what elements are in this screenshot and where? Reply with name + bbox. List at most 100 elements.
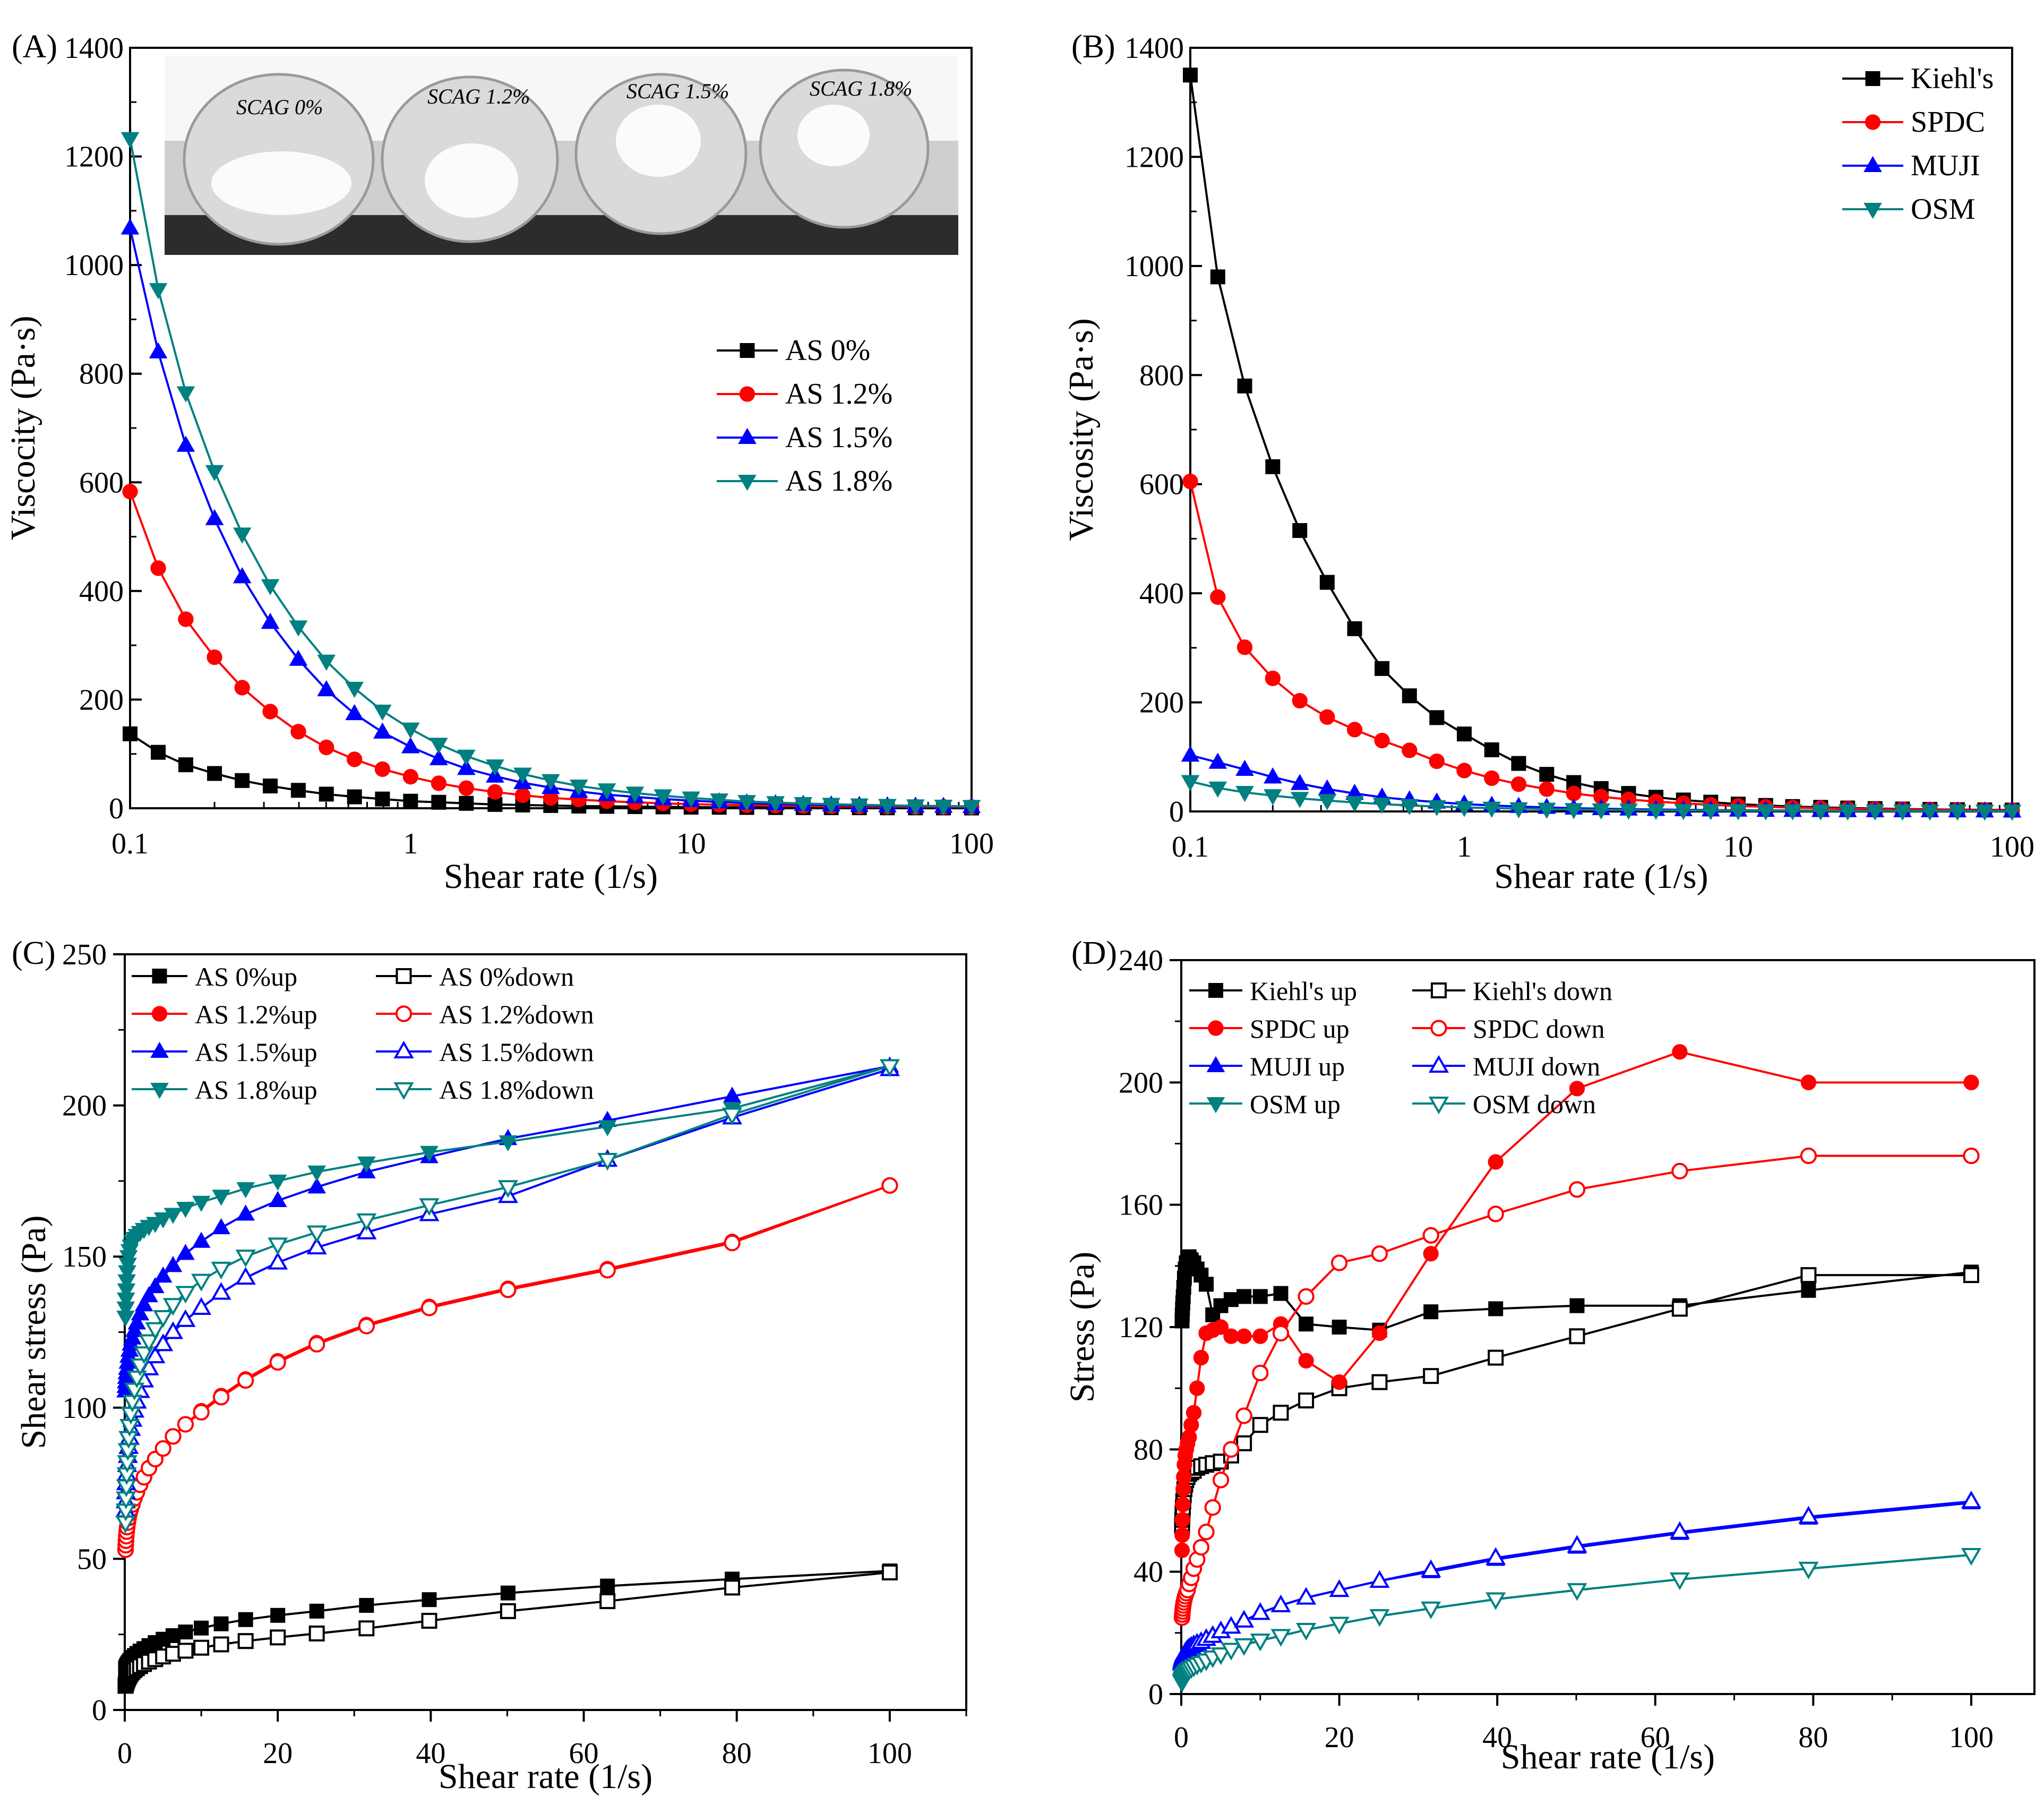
legend: Kiehl's SPDC MUJI OSM xyxy=(1842,62,1994,226)
data-point xyxy=(1235,759,1254,776)
data-point xyxy=(176,435,195,452)
data-point xyxy=(359,1598,374,1613)
data-point xyxy=(1484,742,1499,757)
data-point xyxy=(270,1629,286,1646)
data-point xyxy=(358,1620,375,1637)
data-point xyxy=(373,704,392,721)
panel-a: (A) SCAG 0% SCAG 1.2% SCAG 1.5% xyxy=(4,29,994,896)
data-point xyxy=(1371,1245,1388,1262)
data-point xyxy=(134,1346,154,1364)
legend-marker xyxy=(1431,982,1447,998)
legend-label: MUJI down xyxy=(1473,1051,1600,1081)
data-point xyxy=(1223,1328,1239,1344)
data-point xyxy=(1372,798,1392,814)
series-osm xyxy=(1181,775,2022,821)
data-point xyxy=(1265,459,1281,474)
data-point xyxy=(1429,753,1445,769)
data-point xyxy=(176,386,195,403)
data-point xyxy=(178,1624,193,1640)
data-point xyxy=(1402,688,1417,704)
data-point xyxy=(1485,1547,1506,1565)
legend-marker xyxy=(393,1040,414,1059)
data-point xyxy=(487,784,503,800)
data-point xyxy=(235,773,250,788)
data-point xyxy=(500,1281,517,1298)
legend-item: AS 1.8% xyxy=(717,465,892,498)
legend-marker xyxy=(1863,156,1882,173)
data-point xyxy=(1672,1044,1688,1060)
data-point xyxy=(1701,804,1720,820)
data-point xyxy=(881,1564,898,1581)
data-point xyxy=(317,654,336,671)
data-point xyxy=(1235,1407,1252,1424)
data-point xyxy=(374,761,391,777)
data-point xyxy=(127,1313,147,1330)
y-tick-label: 100 xyxy=(62,1392,107,1425)
data-point xyxy=(211,1282,231,1300)
data-point xyxy=(401,722,420,739)
y-tick-label: 200 xyxy=(62,1090,107,1123)
data-point xyxy=(1270,1594,1291,1613)
data-point xyxy=(1619,803,1638,820)
data-point xyxy=(1669,1572,1690,1590)
data-point xyxy=(1330,1254,1348,1271)
data-point xyxy=(212,1389,230,1406)
data-point xyxy=(268,1191,287,1207)
data-point xyxy=(1210,589,1226,605)
data-point xyxy=(149,342,168,358)
data-point xyxy=(1798,1561,1819,1580)
y-tick-label: 800 xyxy=(79,358,124,391)
data-point xyxy=(233,527,252,544)
data-point xyxy=(1208,781,1227,798)
y-tick-label: 150 xyxy=(62,1241,107,1273)
y-tick-label: 1400 xyxy=(64,32,124,65)
data-point xyxy=(878,799,897,815)
data-point xyxy=(724,1579,741,1596)
data-point xyxy=(1250,1602,1270,1620)
legend-label: AS 1.5%down xyxy=(439,1037,594,1067)
data-point xyxy=(177,1416,194,1433)
data-point xyxy=(1292,692,1308,709)
data-point xyxy=(600,1578,615,1594)
data-point xyxy=(1273,1286,1289,1301)
x-tick-label: 100 xyxy=(949,827,994,860)
data-point xyxy=(722,1107,743,1125)
x-tick-label: 10 xyxy=(676,827,706,860)
data-point xyxy=(233,567,252,584)
data-point xyxy=(724,1234,741,1252)
data-point xyxy=(345,681,364,698)
panel-d-label: (D) xyxy=(1071,935,1117,971)
data-point xyxy=(306,1236,327,1255)
data-point xyxy=(682,791,700,808)
petri-dish-2: SCAG 1.5% xyxy=(574,73,748,235)
data-point xyxy=(261,612,280,629)
data-point xyxy=(213,1636,229,1653)
data-point xyxy=(121,218,140,235)
data-point xyxy=(1298,1392,1315,1409)
data-point xyxy=(307,1177,326,1194)
data-point xyxy=(499,1135,518,1152)
y-tick-label: 400 xyxy=(79,575,124,608)
data-point xyxy=(457,749,476,766)
data-point xyxy=(289,649,308,666)
data-point xyxy=(497,1180,518,1198)
x-tick-label: 20 xyxy=(1325,1721,1354,1754)
data-point xyxy=(1192,1538,1209,1556)
data-point xyxy=(599,1593,616,1610)
legend-item: AS 1.8%down xyxy=(376,1075,594,1105)
legend-marker xyxy=(1865,114,1881,130)
data-point xyxy=(1186,1405,1202,1421)
data-point xyxy=(710,793,729,810)
legend-label: AS 0%up xyxy=(195,962,297,991)
data-point xyxy=(207,766,222,781)
legend-marker xyxy=(1208,1020,1224,1036)
data-point xyxy=(1319,709,1335,725)
data-point xyxy=(1210,269,1225,285)
data-point xyxy=(194,1620,209,1636)
y-tick-label: 0 xyxy=(92,1694,107,1727)
data-point xyxy=(1457,726,1472,742)
data-point xyxy=(262,704,278,720)
data-point xyxy=(1223,1292,1239,1307)
y-tick-label: 200 xyxy=(1119,1066,1163,1099)
legend-marker xyxy=(1428,1096,1449,1115)
